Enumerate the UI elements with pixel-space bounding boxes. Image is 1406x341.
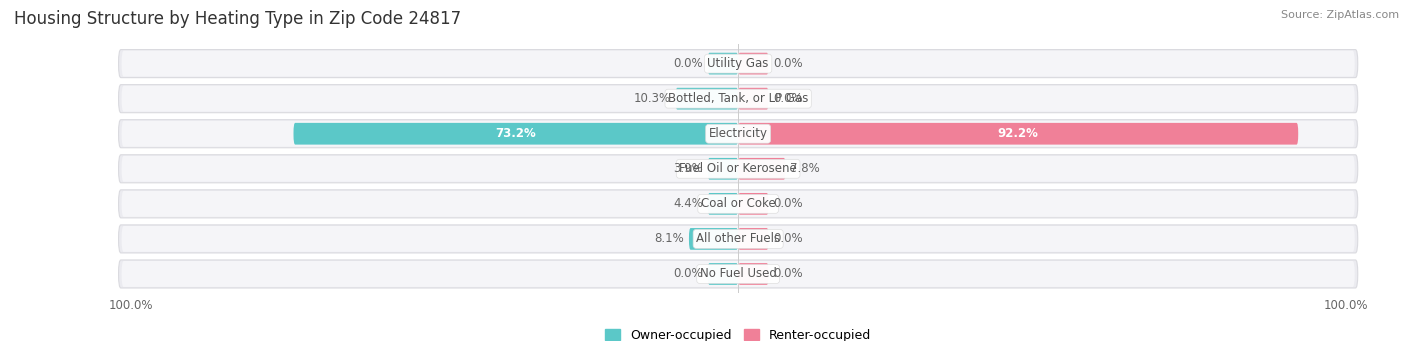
FancyBboxPatch shape [738,228,769,250]
FancyBboxPatch shape [118,190,1358,218]
FancyBboxPatch shape [675,88,738,109]
Text: 73.2%: 73.2% [495,127,536,140]
Text: 0.0%: 0.0% [673,267,703,281]
FancyBboxPatch shape [294,123,738,145]
Text: 4.4%: 4.4% [673,197,703,210]
Text: Electricity: Electricity [709,127,768,140]
FancyBboxPatch shape [738,53,769,74]
FancyBboxPatch shape [738,88,769,109]
FancyBboxPatch shape [707,263,738,285]
FancyBboxPatch shape [738,123,1298,145]
Text: 0.0%: 0.0% [773,233,803,246]
Text: No Fuel Used: No Fuel Used [700,267,776,281]
Text: Fuel Oil or Kerosene: Fuel Oil or Kerosene [679,162,797,175]
FancyBboxPatch shape [707,53,738,74]
Text: 0.0%: 0.0% [773,197,803,210]
FancyBboxPatch shape [118,260,1358,288]
Text: 7.8%: 7.8% [790,162,820,175]
FancyBboxPatch shape [121,86,1355,112]
Text: 92.2%: 92.2% [998,127,1039,140]
Text: 0.0%: 0.0% [773,57,803,70]
FancyBboxPatch shape [121,121,1355,147]
FancyBboxPatch shape [121,261,1355,287]
FancyBboxPatch shape [118,225,1358,253]
Text: Source: ZipAtlas.com: Source: ZipAtlas.com [1281,10,1399,20]
FancyBboxPatch shape [121,226,1355,252]
Legend: Owner-occupied, Renter-occupied: Owner-occupied, Renter-occupied [605,329,872,341]
FancyBboxPatch shape [707,158,738,180]
Text: All other Fuels: All other Fuels [696,233,780,246]
FancyBboxPatch shape [738,193,769,215]
FancyBboxPatch shape [121,51,1355,77]
Text: Coal or Coke: Coal or Coke [700,197,776,210]
Text: 8.1%: 8.1% [654,233,685,246]
FancyBboxPatch shape [118,49,1358,78]
Text: Utility Gas: Utility Gas [707,57,769,70]
FancyBboxPatch shape [121,156,1355,182]
Text: 10.3%: 10.3% [634,92,671,105]
FancyBboxPatch shape [738,158,786,180]
Text: 0.0%: 0.0% [773,267,803,281]
Text: 0.0%: 0.0% [773,92,803,105]
Text: 0.0%: 0.0% [673,57,703,70]
FancyBboxPatch shape [707,193,738,215]
FancyBboxPatch shape [118,155,1358,183]
Text: Housing Structure by Heating Type in Zip Code 24817: Housing Structure by Heating Type in Zip… [14,10,461,28]
FancyBboxPatch shape [118,85,1358,113]
FancyBboxPatch shape [118,120,1358,148]
FancyBboxPatch shape [738,263,769,285]
Text: 3.9%: 3.9% [673,162,703,175]
FancyBboxPatch shape [121,191,1355,217]
Text: Bottled, Tank, or LP Gas: Bottled, Tank, or LP Gas [668,92,808,105]
FancyBboxPatch shape [689,228,738,250]
